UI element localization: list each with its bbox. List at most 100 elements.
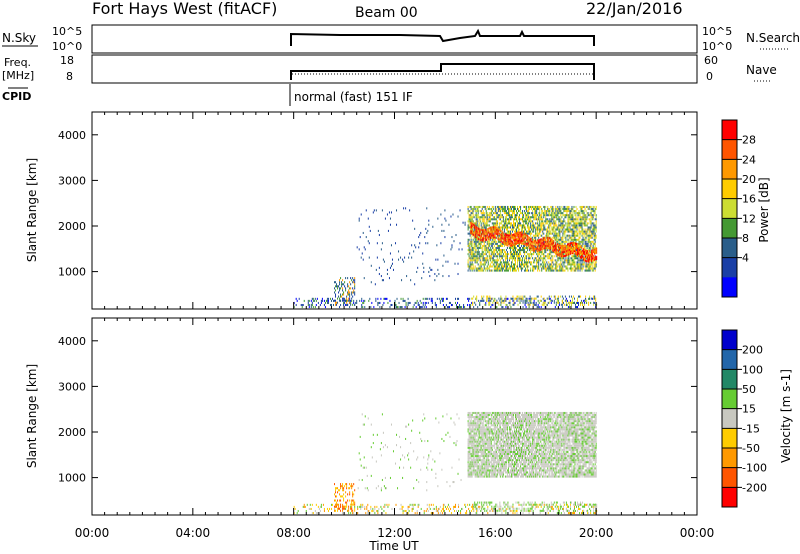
power-band-cell: [572, 244, 574, 247]
power-cell: [482, 240, 484, 243]
power-cell: [549, 232, 551, 235]
power-cell: [511, 246, 513, 250]
power-cell: [557, 205, 559, 208]
power-cell: [591, 246, 593, 250]
power-cell: [428, 270, 430, 273]
power-cell: [548, 230, 550, 233]
velocity-cell: [346, 501, 348, 504]
power-band-cell: [554, 241, 556, 244]
power-cell: [525, 255, 527, 258]
power-cell: [522, 212, 524, 215]
power-cell: [554, 220, 556, 223]
velocity-cell: [347, 509, 349, 512]
power-cell: [511, 265, 513, 268]
power-cell: [362, 306, 364, 309]
power-cell: [498, 218, 500, 221]
power-band-cell: [579, 253, 581, 256]
power-band-cell: [517, 233, 519, 236]
power-band-cell: [550, 238, 552, 241]
power-cell: [594, 210, 596, 213]
power-cell: [531, 236, 533, 239]
power-cell: [517, 263, 519, 266]
power-cell: [508, 210, 510, 213]
velocity-cell: [568, 509, 570, 513]
power-cell: [529, 255, 531, 258]
power-cell: [545, 205, 547, 208]
power-band-cell: [534, 247, 536, 250]
power-band-cell: [546, 238, 548, 241]
power-cell: [532, 220, 534, 223]
power-cell: [524, 301, 526, 304]
power-band-cell: [529, 241, 531, 244]
power-cell: [482, 226, 484, 229]
power-cell: [556, 228, 558, 231]
power-band-cell: [570, 252, 572, 255]
power-cell: [528, 265, 530, 268]
power-cell: [535, 230, 537, 233]
power-band-cell: [594, 250, 596, 253]
power-cell: [554, 238, 556, 241]
power-cell: [484, 263, 486, 266]
power-cell: [481, 263, 483, 266]
power-cell: [382, 258, 384, 261]
power-cell: [540, 251, 542, 254]
power-cell: [505, 222, 507, 225]
power-cell: [553, 295, 555, 298]
power-cell: [591, 297, 593, 300]
power-cell: [507, 210, 509, 213]
velocity-cell: [596, 509, 598, 513]
power-cell: [578, 230, 580, 233]
velocity-cell: [337, 491, 339, 494]
power-cell: [488, 224, 490, 227]
power-cell: [595, 207, 597, 211]
power-cell: [469, 265, 471, 268]
power-cell: [529, 216, 531, 219]
power-cell: [525, 263, 527, 266]
power-cell: [430, 268, 432, 271]
power-cell: [591, 232, 593, 235]
power-cell: [498, 224, 500, 227]
power-cell: [506, 205, 508, 208]
power-cell: [518, 297, 520, 300]
power-cell: [505, 216, 507, 219]
power-cell: [429, 266, 431, 269]
power-cell: [580, 267, 582, 270]
power-cell: [331, 297, 333, 300]
power-cell: [534, 297, 536, 300]
power-band-cell: [517, 239, 519, 243]
power-band-cell: [552, 246, 554, 249]
power-cell: [555, 238, 557, 241]
power-cell: [516, 228, 518, 231]
power-cell: [513, 257, 515, 260]
power-band-cell: [498, 238, 500, 241]
power-cell: [540, 257, 542, 260]
power-cell: [496, 265, 498, 268]
power-cell: [579, 224, 581, 227]
power-cell: [498, 263, 500, 266]
power-cell: [563, 214, 565, 217]
power-cell: [525, 205, 527, 208]
power-cell: [504, 259, 506, 262]
power-cell: [533, 234, 535, 237]
power-band-cell: [514, 243, 516, 246]
power-cell: [409, 209, 411, 212]
power-cell: [526, 230, 528, 233]
power-cell: [464, 223, 466, 226]
power-cell: [585, 299, 587, 302]
power-cell: [552, 255, 554, 258]
velocity-cell: [323, 509, 325, 513]
power-cell: [563, 205, 565, 208]
power-band-cell: [555, 244, 557, 247]
power-cell: [568, 257, 570, 260]
power-cell: [576, 218, 578, 221]
power-band-cell: [479, 238, 481, 241]
power-band-cell: [514, 241, 516, 244]
power-cell: [534, 216, 536, 219]
power-cell: [447, 260, 449, 263]
power-cell: [576, 263, 578, 266]
power-cell: [471, 263, 473, 266]
power-cell: [347, 293, 349, 296]
power-cell: [481, 253, 483, 256]
velocity-cell: [500, 507, 502, 510]
power-cell: [380, 275, 382, 278]
